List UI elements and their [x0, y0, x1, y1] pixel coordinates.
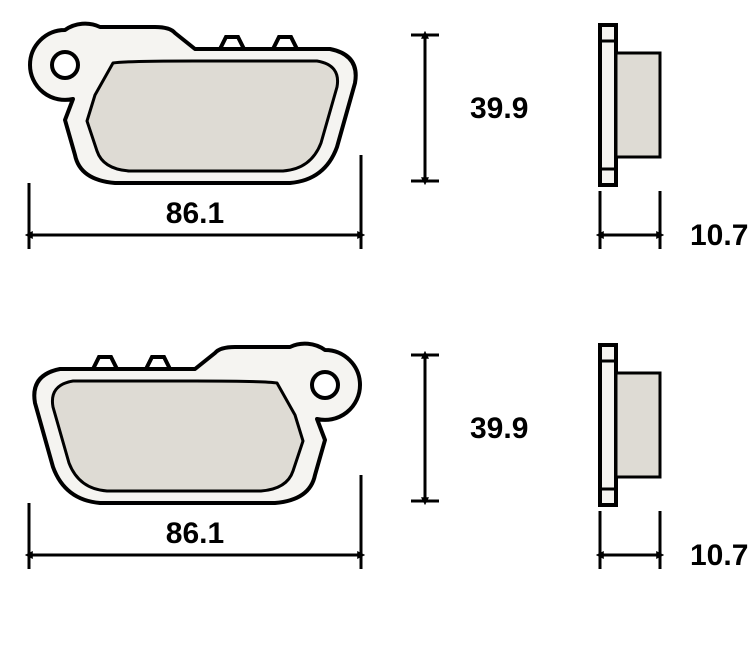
dim-height-label: 39.9	[470, 412, 528, 445]
dim-width-label: 86.1	[166, 517, 224, 550]
dim-height-label: 39.9	[470, 92, 528, 125]
side-profile	[600, 25, 660, 185]
dim-thickness-label: 10.7	[690, 219, 748, 252]
mounting-hole	[52, 52, 78, 78]
friction-pad	[52, 381, 303, 491]
dim-thickness-label: 10.7	[690, 539, 748, 572]
friction-pad	[87, 61, 338, 171]
dim-width-label: 86.1	[166, 197, 224, 230]
mounting-hole	[312, 372, 338, 398]
side-profile	[600, 345, 660, 505]
